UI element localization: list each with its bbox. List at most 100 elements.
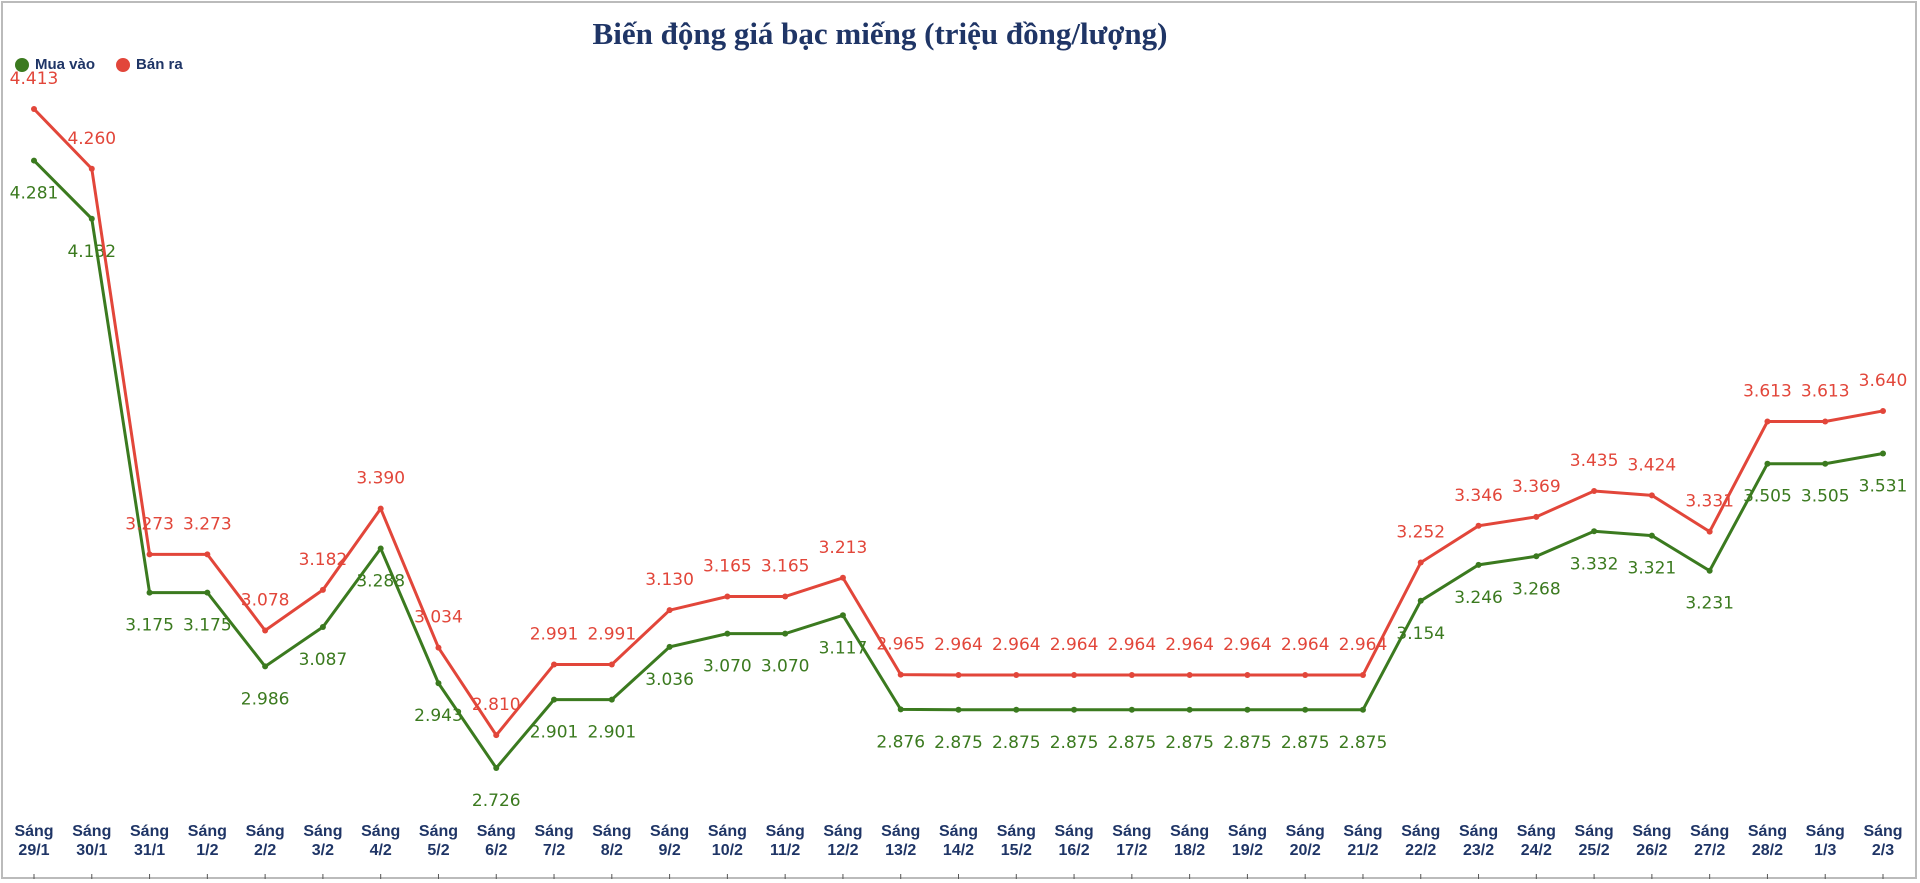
- data-point: [1706, 567, 1713, 574]
- x-tick-label: Sáng 2/3: [1863, 823, 1902, 859]
- legend-marker: [116, 58, 131, 72]
- x-tick-label: Sáng 2/2: [246, 823, 285, 859]
- data-label: 2.875: [1165, 733, 1214, 753]
- data-point: [319, 623, 326, 630]
- data-point: [204, 589, 211, 596]
- data-point: [1359, 706, 1366, 713]
- data-label: 2.810: [472, 695, 521, 715]
- data-label: 3.213: [819, 538, 868, 558]
- data-point: [262, 627, 269, 634]
- data-point: [608, 661, 615, 668]
- data-label: 3.070: [761, 657, 810, 677]
- data-label: 2.964: [1339, 635, 1388, 655]
- data-point: [493, 732, 500, 739]
- data-point: [1533, 513, 1540, 520]
- data-label: 3.288: [356, 571, 405, 591]
- data-point: [435, 644, 442, 651]
- data-point: [1128, 672, 1135, 679]
- data-label: 2.964: [934, 635, 983, 655]
- data-point: [724, 593, 731, 600]
- x-tick-label: Sáng 26/2: [1632, 823, 1671, 859]
- data-point: [1417, 559, 1424, 566]
- data-point: [31, 157, 37, 164]
- data-label: 2.875: [992, 733, 1041, 753]
- data-point: [897, 706, 904, 713]
- data-label: 2.964: [1281, 635, 1330, 655]
- x-tick-label: Sáng 30/1: [72, 823, 111, 859]
- x-tick-label: Sáng 1/3: [1806, 823, 1845, 859]
- data-label: 3.182: [299, 550, 348, 570]
- data-label: 3.531: [1859, 477, 1908, 497]
- data-label: 3.640: [1859, 371, 1908, 391]
- data-label: 3.175: [183, 616, 232, 636]
- x-tick-label: Sáng 11/2: [766, 823, 805, 859]
- data-point: [1591, 528, 1598, 535]
- data-point: [1417, 597, 1424, 604]
- data-point: [1764, 460, 1771, 467]
- data-point: [1244, 672, 1251, 679]
- x-tick-label: Sáng 1/2: [188, 823, 227, 859]
- data-point: [608, 696, 615, 703]
- data-point: [782, 593, 789, 600]
- data-label: 2.964: [992, 635, 1041, 655]
- data-label: 3.246: [1454, 588, 1503, 608]
- data-point: [88, 215, 95, 222]
- data-label: 2.965: [876, 635, 925, 655]
- x-tick-label: Sáng 31/1: [130, 823, 169, 859]
- data-label: 3.087: [299, 650, 348, 670]
- data-point: [1648, 492, 1655, 499]
- data-point: [146, 589, 153, 596]
- x-tick-label: Sáng 12/2: [823, 823, 862, 859]
- data-point: [1302, 672, 1309, 679]
- data-label: 3.154: [1396, 624, 1445, 644]
- data-point: [1013, 706, 1020, 713]
- data-label: 4.260: [67, 129, 116, 149]
- x-tick-label: Sáng 6/2: [477, 823, 516, 859]
- data-label: 3.505: [1743, 487, 1792, 507]
- data-label: 3.117: [819, 638, 868, 658]
- data-label: 3.268: [1512, 579, 1561, 599]
- data-point: [1359, 672, 1366, 679]
- data-point: [1591, 488, 1598, 495]
- data-label: 2.875: [934, 733, 983, 753]
- data-point: [1244, 706, 1251, 713]
- x-tick-label: Sáng 19/2: [1228, 823, 1267, 859]
- data-point: [1533, 553, 1540, 560]
- data-point: [1013, 672, 1020, 679]
- data-label: 3.424: [1628, 455, 1677, 475]
- data-point: [377, 505, 384, 512]
- data-label: 3.175: [125, 616, 174, 636]
- legend-label: Bán ra: [136, 56, 183, 73]
- data-point: [1186, 672, 1193, 679]
- data-point: [955, 672, 962, 679]
- data-label: 4.132: [67, 242, 116, 262]
- data-point: [1186, 706, 1193, 713]
- data-label: 3.078: [241, 590, 290, 610]
- data-point: [1822, 418, 1829, 425]
- data-label: 3.070: [703, 657, 752, 677]
- data-label: 3.505: [1801, 487, 1850, 507]
- data-point: [1764, 418, 1771, 425]
- data-point: [262, 663, 269, 670]
- data-label: 2.964: [1223, 635, 1272, 655]
- x-tick-label: Sáng 27/2: [1690, 823, 1729, 859]
- data-label: 2.943: [414, 706, 463, 726]
- data-point: [1822, 460, 1829, 467]
- data-label: 3.332: [1570, 554, 1619, 574]
- data-point: [839, 612, 846, 619]
- data-label: 3.435: [1570, 451, 1619, 471]
- x-tick-label: Sáng 28/2: [1748, 823, 1787, 859]
- data-point: [377, 545, 384, 552]
- data-label: 3.231: [1685, 594, 1734, 614]
- data-label: 2.964: [1108, 635, 1157, 655]
- x-tick-label: Sáng 20/2: [1286, 823, 1325, 859]
- legend-label: Mua vào: [35, 56, 95, 73]
- data-point: [204, 551, 211, 558]
- data-label: 3.130: [645, 570, 694, 590]
- data-point: [319, 586, 326, 593]
- data-point: [1128, 706, 1135, 713]
- data-point: [1880, 450, 1886, 457]
- x-tick-label: Sáng 13/2: [881, 823, 920, 859]
- x-tick-label: Sáng 24/2: [1517, 823, 1556, 859]
